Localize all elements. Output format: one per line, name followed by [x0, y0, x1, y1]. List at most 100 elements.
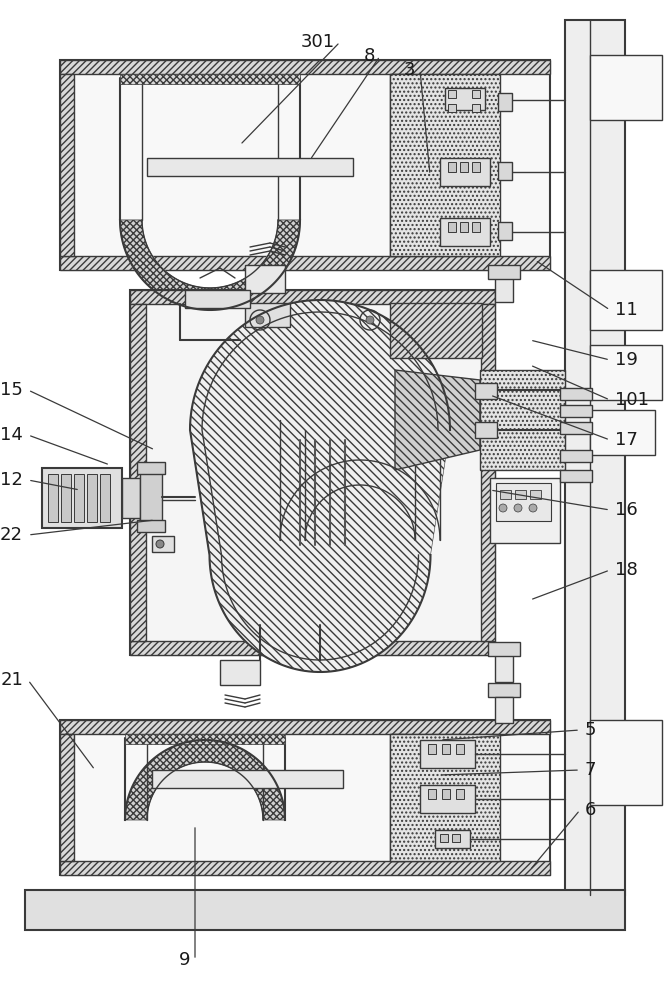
- Bar: [488, 642, 520, 656]
- Bar: [456, 789, 464, 799]
- Bar: [60, 60, 550, 270]
- Bar: [530, 490, 541, 499]
- Polygon shape: [125, 740, 285, 820]
- Polygon shape: [190, 300, 450, 672]
- Bar: [495, 650, 513, 682]
- Bar: [500, 490, 511, 499]
- Bar: [60, 861, 550, 875]
- Bar: [440, 218, 490, 246]
- Circle shape: [514, 504, 522, 512]
- Bar: [440, 158, 490, 186]
- Bar: [488, 265, 520, 279]
- Bar: [220, 660, 260, 685]
- Bar: [472, 104, 480, 112]
- Bar: [420, 785, 475, 813]
- Bar: [448, 104, 456, 112]
- Bar: [60, 256, 550, 270]
- Bar: [475, 383, 497, 399]
- Text: 9: 9: [179, 951, 190, 969]
- Polygon shape: [395, 370, 480, 470]
- Text: 16: 16: [615, 501, 638, 519]
- Bar: [390, 734, 404, 861]
- Bar: [475, 422, 497, 438]
- Bar: [448, 222, 456, 232]
- Bar: [390, 74, 500, 256]
- Text: 5: 5: [585, 721, 597, 739]
- Bar: [390, 74, 404, 256]
- Bar: [25, 890, 625, 930]
- Bar: [390, 303, 482, 358]
- Bar: [472, 222, 480, 232]
- Bar: [445, 88, 485, 110]
- Bar: [42, 468, 122, 528]
- Circle shape: [256, 316, 264, 324]
- Bar: [74, 474, 84, 522]
- Bar: [61, 474, 71, 522]
- Bar: [560, 405, 592, 417]
- Bar: [495, 270, 513, 302]
- Bar: [60, 74, 74, 256]
- Bar: [590, 410, 655, 455]
- Bar: [442, 744, 450, 754]
- Bar: [60, 60, 550, 74]
- Text: 17: 17: [615, 431, 638, 449]
- Bar: [440, 834, 448, 842]
- Bar: [420, 740, 475, 768]
- Circle shape: [499, 504, 507, 512]
- Bar: [442, 789, 450, 799]
- Bar: [100, 474, 110, 522]
- Bar: [590, 720, 662, 805]
- Bar: [481, 304, 495, 641]
- Text: 21: 21: [0, 671, 23, 689]
- Bar: [498, 93, 512, 111]
- Bar: [185, 290, 250, 308]
- Bar: [137, 462, 165, 474]
- Bar: [140, 465, 162, 530]
- Bar: [452, 834, 460, 842]
- Text: 101: 101: [615, 391, 649, 409]
- Bar: [560, 388, 592, 400]
- Bar: [490, 478, 560, 543]
- Bar: [428, 789, 436, 799]
- Bar: [125, 734, 285, 744]
- Bar: [48, 474, 58, 522]
- Text: 3: 3: [403, 61, 415, 79]
- Bar: [152, 536, 174, 552]
- Bar: [460, 222, 468, 232]
- Bar: [390, 734, 500, 861]
- Bar: [560, 470, 592, 482]
- Bar: [472, 162, 480, 172]
- Bar: [456, 744, 464, 754]
- Bar: [87, 474, 97, 522]
- Text: 14: 14: [0, 426, 23, 444]
- Text: 7: 7: [585, 761, 597, 779]
- Bar: [130, 290, 495, 655]
- Text: 19: 19: [615, 351, 638, 369]
- Bar: [245, 265, 285, 293]
- Bar: [435, 830, 470, 848]
- Bar: [448, 90, 456, 98]
- Polygon shape: [120, 220, 300, 310]
- Bar: [137, 520, 165, 532]
- Bar: [472, 90, 480, 98]
- Bar: [495, 697, 513, 723]
- Bar: [120, 74, 300, 84]
- Text: 22: 22: [0, 526, 23, 544]
- Bar: [488, 683, 520, 697]
- Bar: [590, 55, 662, 120]
- Bar: [480, 370, 565, 470]
- Bar: [515, 490, 526, 499]
- Bar: [245, 303, 290, 327]
- Bar: [590, 270, 662, 330]
- Bar: [60, 720, 550, 875]
- Circle shape: [156, 540, 164, 548]
- Text: 8: 8: [364, 47, 375, 65]
- Text: 15: 15: [0, 381, 23, 399]
- Bar: [565, 20, 625, 895]
- Bar: [460, 162, 468, 172]
- Bar: [152, 770, 343, 788]
- Bar: [590, 345, 662, 400]
- Circle shape: [366, 316, 374, 324]
- Bar: [130, 641, 495, 655]
- Bar: [448, 162, 456, 172]
